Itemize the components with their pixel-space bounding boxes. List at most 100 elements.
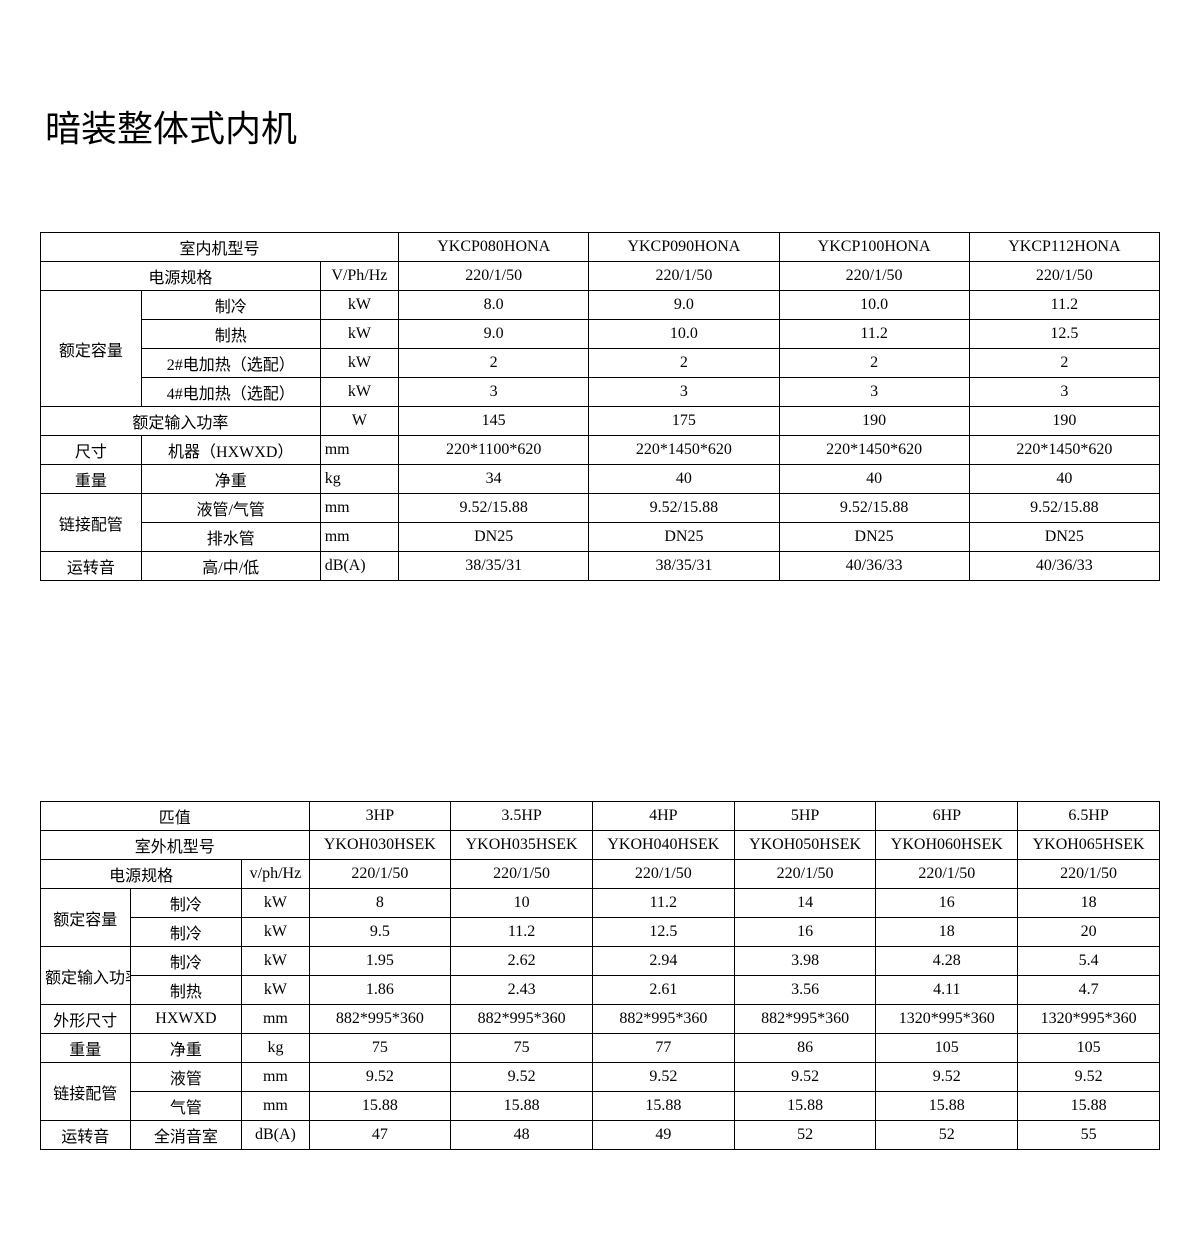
model-header: YKOH060HSEK	[876, 831, 1018, 860]
value-cell: 3	[399, 378, 589, 407]
value-cell: 882*995*360	[734, 1005, 876, 1034]
value-cell: 40	[779, 465, 969, 494]
value-cell: 2.61	[592, 976, 734, 1005]
value-cell: 220*1100*620	[399, 436, 589, 465]
hp-value: 6.5HP	[1018, 802, 1160, 831]
row-sub: 气管	[130, 1092, 242, 1121]
indoor-unit-table: 室内机型号YKCP080HONAYKCP090HONAYKCP100HONAYK…	[40, 232, 1160, 581]
value-cell: 2	[589, 349, 779, 378]
model-header: YKCP090HONA	[589, 233, 779, 262]
value-cell: 220*1450*620	[779, 436, 969, 465]
value-cell: 15.88	[1018, 1092, 1160, 1121]
row-sub: 液管	[130, 1063, 242, 1092]
value-cell: 220/1/50	[969, 262, 1159, 291]
value-cell: 9.52/15.88	[969, 494, 1159, 523]
unit-cell: kg	[242, 1034, 309, 1063]
value-cell: 3	[779, 378, 969, 407]
value-cell: 1320*995*360	[1018, 1005, 1160, 1034]
model-label: 室外机型号	[41, 831, 310, 860]
unit-cell: kW	[242, 889, 309, 918]
row-sub: 排水管	[141, 523, 320, 552]
hp-value: 3HP	[309, 802, 451, 831]
row-group: 重量	[41, 1034, 131, 1063]
hp-value: 3.5HP	[451, 802, 593, 831]
value-cell: 40/36/33	[779, 552, 969, 581]
value-cell: 11.2	[969, 291, 1159, 320]
value-cell: 10	[451, 889, 593, 918]
value-cell: 52	[734, 1121, 876, 1150]
value-cell: 9.5	[309, 918, 451, 947]
row-sub: 净重	[130, 1034, 242, 1063]
model-header: YKOH030HSEK	[309, 831, 451, 860]
value-cell: 9.52	[592, 1063, 734, 1092]
value-cell: 3	[589, 378, 779, 407]
value-cell: 145	[399, 407, 589, 436]
value-cell: 38/35/31	[399, 552, 589, 581]
unit-cell: kW	[242, 976, 309, 1005]
unit-cell: mm	[242, 1005, 309, 1034]
value-cell: 882*995*360	[592, 1005, 734, 1034]
value-cell: 1320*995*360	[876, 1005, 1018, 1034]
value-cell: 15.88	[309, 1092, 451, 1121]
value-cell: 220/1/50	[779, 262, 969, 291]
value-cell: 48	[451, 1121, 593, 1150]
unit-cell: mm	[242, 1063, 309, 1092]
value-cell: 105	[876, 1034, 1018, 1063]
unit-cell: mm	[242, 1092, 309, 1121]
row-group: 尺寸	[41, 436, 142, 465]
value-cell: 86	[734, 1034, 876, 1063]
unit-cell: dB(A)	[242, 1121, 309, 1150]
model-header: YKCP100HONA	[779, 233, 969, 262]
value-cell: 9.52	[876, 1063, 1018, 1092]
value-cell: 220/1/50	[399, 262, 589, 291]
value-cell: 3.56	[734, 976, 876, 1005]
row-sub: 制热	[141, 320, 320, 349]
model-header: YKCP112HONA	[969, 233, 1159, 262]
value-cell: 190	[969, 407, 1159, 436]
page: 暗装整体式内机 室内机型号YKCP080HONAYKCP090HONAYKCP1…	[0, 0, 1200, 1250]
value-cell: 40/36/33	[969, 552, 1159, 581]
value-cell: 220*1450*620	[969, 436, 1159, 465]
value-cell: 220/1/50	[876, 860, 1018, 889]
value-cell: 105	[1018, 1034, 1160, 1063]
row-sub: HXWXD	[130, 1005, 242, 1034]
value-cell: DN25	[969, 523, 1159, 552]
value-cell: 5.4	[1018, 947, 1160, 976]
outdoor-unit-table: 匹值3HP3.5HP4HP5HP6HP6.5HP室外机型号YKOH030HSEK…	[40, 801, 1160, 1150]
value-cell: 9.52	[734, 1063, 876, 1092]
value-cell: DN25	[589, 523, 779, 552]
value-cell: 175	[589, 407, 779, 436]
unit-cell: v/ph/Hz	[242, 860, 309, 889]
row-group: 运转音	[41, 552, 142, 581]
hp-value: 6HP	[876, 802, 1018, 831]
value-cell: 9.52	[309, 1063, 451, 1092]
row-sub: 制冷	[130, 947, 242, 976]
unit-cell: mm	[320, 494, 398, 523]
value-cell: 4.7	[1018, 976, 1160, 1005]
value-cell: 4.28	[876, 947, 1018, 976]
value-cell: 75	[309, 1034, 451, 1063]
value-cell: 9.52/15.88	[779, 494, 969, 523]
value-cell: 16	[734, 918, 876, 947]
value-cell: 220/1/50	[1018, 860, 1160, 889]
value-cell: 8	[309, 889, 451, 918]
value-cell: 2	[779, 349, 969, 378]
model-header: YKOH040HSEK	[592, 831, 734, 860]
value-cell: 1.86	[309, 976, 451, 1005]
value-cell: 190	[779, 407, 969, 436]
value-cell: 882*995*360	[309, 1005, 451, 1034]
outdoor-unit-table-wrap: 匹值3HP3.5HP4HP5HP6HP6.5HP室外机型号YKOH030HSEK…	[40, 801, 1160, 1150]
value-cell: 38/35/31	[589, 552, 779, 581]
row-group: 链接配管	[41, 494, 142, 552]
unit-cell: W	[320, 407, 398, 436]
row-sub: 全消音室	[130, 1121, 242, 1150]
model-header: YKOH050HSEK	[734, 831, 876, 860]
value-cell: 9.52	[1018, 1063, 1160, 1092]
row-sub: 高/中/低	[141, 552, 320, 581]
value-cell: DN25	[399, 523, 589, 552]
value-cell: 15.88	[876, 1092, 1018, 1121]
value-cell: 16	[876, 889, 1018, 918]
value-cell: 220/1/50	[451, 860, 593, 889]
indoor-unit-table-wrap: 室内机型号YKCP080HONAYKCP090HONAYKCP100HONAYK…	[40, 232, 1160, 581]
value-cell: 15.88	[451, 1092, 593, 1121]
